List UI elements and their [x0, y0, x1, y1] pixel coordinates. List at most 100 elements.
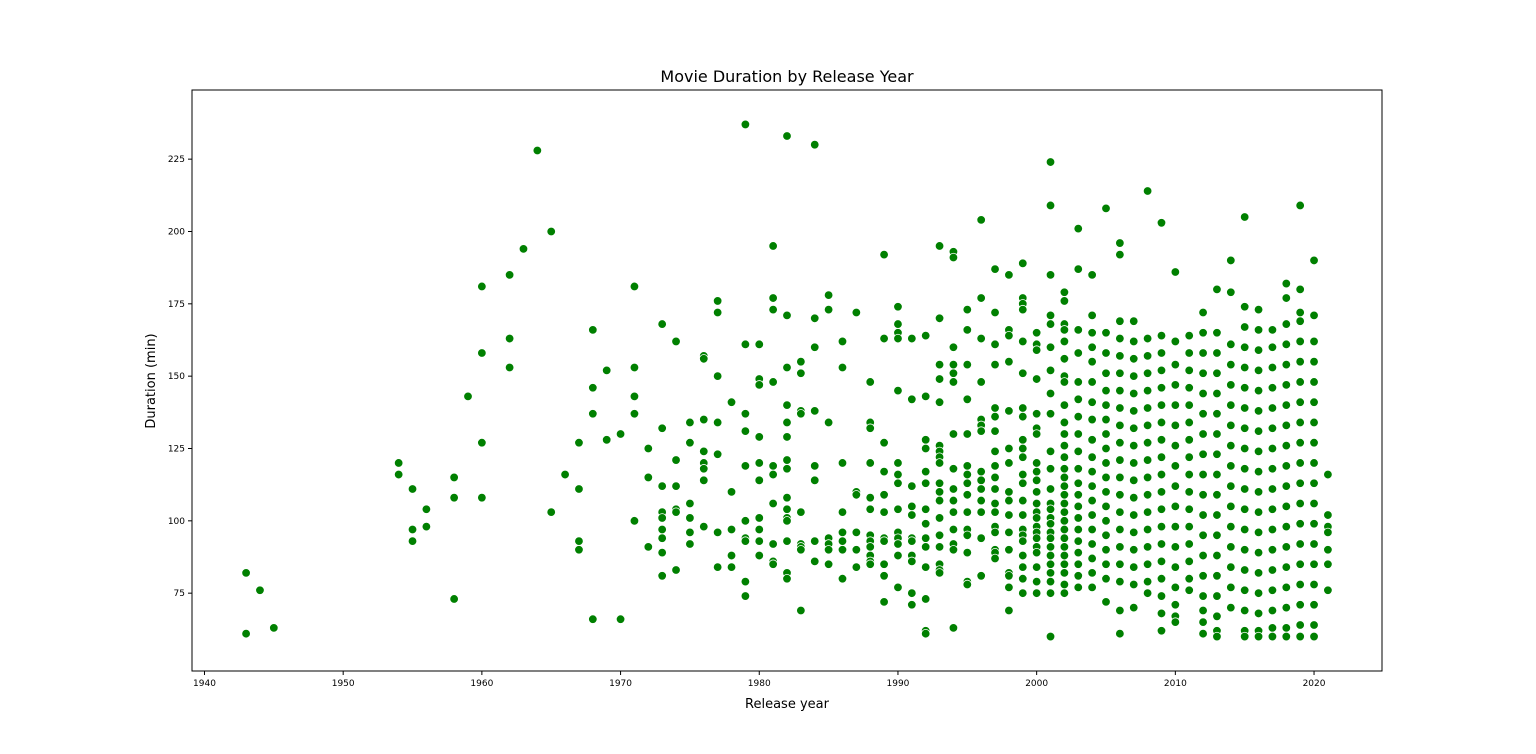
data-point [1142, 588, 1153, 598]
data-point [615, 429, 626, 439]
data-point [907, 600, 917, 610]
data-point [782, 455, 792, 465]
data-point [1101, 443, 1111, 454]
data-point [920, 542, 931, 552]
data-point [1184, 574, 1194, 584]
data-point [1073, 513, 1083, 523]
data-point [768, 304, 778, 315]
data-point [1253, 385, 1264, 396]
data-point [1295, 336, 1305, 347]
data-point [726, 550, 737, 561]
data-point [893, 458, 903, 468]
data-point [1101, 487, 1111, 497]
data-point [1323, 469, 1333, 480]
data-point [1170, 359, 1181, 370]
data-point [588, 383, 598, 393]
data-point [810, 536, 820, 546]
data-point [671, 565, 681, 575]
data-point [907, 394, 917, 405]
x-axis: 1940 1950 1960 1970 1980 1990 2000 2010 2020 [193, 671, 1326, 689]
data-point [393, 469, 404, 480]
data-point [1115, 385, 1125, 396]
data-point [754, 339, 764, 350]
data-point [1087, 310, 1097, 321]
data-point [1198, 605, 1208, 616]
data-point [782, 504, 792, 514]
data-point [1309, 310, 1319, 321]
data-point [810, 461, 820, 471]
data-point [1004, 527, 1014, 538]
x-tick-label: 1960 [470, 679, 493, 689]
data-point [560, 469, 570, 480]
data-point [851, 307, 862, 318]
data-point [1212, 449, 1222, 459]
data-point [1226, 562, 1236, 572]
data-point [907, 556, 917, 567]
data-point [1156, 400, 1167, 410]
data-point [1059, 429, 1070, 439]
data-point [1281, 461, 1292, 471]
data-point [1212, 571, 1222, 581]
points-layer [241, 119, 1333, 642]
data-point [740, 119, 751, 130]
data-point [1073, 325, 1083, 335]
data-point [1059, 490, 1070, 500]
data-point [629, 281, 640, 292]
data-point [1156, 626, 1167, 636]
data-point [629, 409, 640, 419]
data-point [934, 458, 945, 468]
data-point [1129, 388, 1139, 399]
data-point [1115, 542, 1125, 552]
data-point [1170, 461, 1181, 471]
data-point [1239, 302, 1250, 312]
data-point [574, 545, 584, 555]
data-point [948, 464, 959, 474]
y-axis: 75 100 125 150 175 200 225 [168, 155, 192, 599]
data-point [1045, 504, 1056, 514]
data-point [1129, 579, 1139, 590]
data-point [796, 605, 806, 616]
data-point [1253, 304, 1264, 315]
data-point [1045, 631, 1056, 642]
data-point [1018, 510, 1028, 520]
data-point [768, 293, 778, 303]
data-point [893, 504, 903, 514]
data-point [948, 623, 959, 633]
data-point [1004, 510, 1014, 520]
data-point [1018, 536, 1028, 546]
data-point [976, 293, 986, 303]
data-point [754, 432, 764, 442]
data-point [1281, 420, 1292, 431]
data-point [1212, 631, 1222, 642]
data-point [1101, 530, 1111, 541]
data-point [1045, 342, 1056, 352]
data-point [962, 530, 973, 541]
data-point [879, 466, 889, 477]
data-point [823, 545, 834, 555]
data-point [1170, 420, 1181, 431]
data-point [712, 296, 723, 306]
data-point [1142, 385, 1153, 396]
data-point [1239, 524, 1250, 535]
data-point [1281, 582, 1292, 593]
data-point [712, 449, 723, 459]
data-point [1212, 348, 1222, 358]
data-point [1267, 443, 1278, 454]
data-point [1267, 403, 1278, 413]
data-point [1184, 348, 1194, 358]
data-point [837, 507, 848, 517]
data-point [948, 377, 959, 387]
data-point [1129, 545, 1139, 555]
data-point [1045, 200, 1056, 211]
data-point [962, 304, 973, 315]
data-point [1018, 478, 1028, 488]
data-point [976, 507, 986, 517]
data-point [948, 429, 959, 439]
data-point [740, 536, 751, 546]
data-point [1295, 600, 1305, 610]
data-point [1253, 527, 1264, 538]
data-point [1018, 452, 1028, 462]
data-point [990, 527, 1000, 538]
data-point [1073, 536, 1083, 546]
data-point [1115, 403, 1125, 413]
